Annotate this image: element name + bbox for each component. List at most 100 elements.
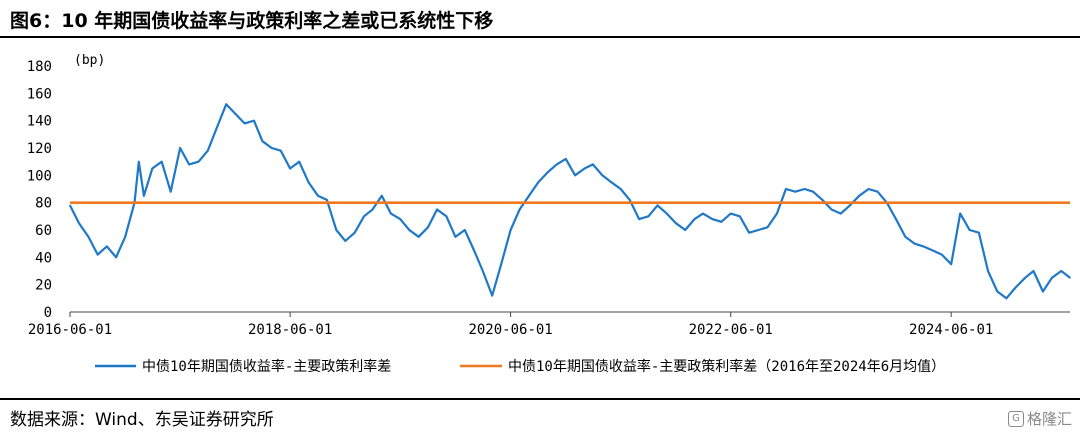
x-tick-label: 2016-06-01	[28, 322, 112, 338]
series-point-spread	[298, 160, 300, 163]
series-point-spread	[564, 158, 567, 160]
series-point-spread	[1060, 270, 1063, 272]
series-point-spread	[785, 188, 787, 190]
series-point-spread	[867, 188, 870, 190]
x-tick-label: 2018-06-01	[248, 322, 332, 338]
series-point-spread	[344, 240, 347, 242]
watermark-logo-icon: G	[1007, 410, 1024, 427]
top-rule	[0, 36, 1080, 38]
series-point-spread	[78, 222, 80, 224]
series-point-spread	[1014, 286, 1017, 289]
series-point-spread	[279, 149, 282, 152]
series-point-spread	[950, 263, 952, 265]
series-point-spread	[904, 236, 907, 238]
series-point-spread	[757, 229, 760, 231]
watermark: G 格隆汇	[1007, 408, 1072, 429]
series-point-spread	[794, 190, 797, 193]
series-point-spread	[996, 290, 999, 293]
series-point-spread	[555, 163, 558, 166]
series-point-spread	[592, 163, 594, 166]
legend: 中债10年期国债收益率-主要政策利率差 中债10年期国债收益率-主要政策利率差（2…	[95, 358, 945, 375]
series-point-spread	[225, 103, 228, 106]
series-point-spread	[830, 208, 833, 211]
series-point-spread	[702, 212, 704, 215]
series-point-spread	[821, 199, 824, 201]
y-tick-label: 80	[35, 196, 52, 212]
legend-label-mean: 中债10年期国债收益率-主要政策利率差（2016年至2024年6月均值）	[508, 358, 945, 375]
series-point-spread	[207, 149, 209, 152]
series-point-spread	[693, 218, 696, 220]
series-point-spread	[317, 195, 319, 197]
series-point-spread	[179, 147, 181, 149]
series-point-spread	[766, 226, 769, 229]
series-point-spread	[601, 174, 604, 177]
series-point-spread	[381, 195, 383, 197]
x-tick-label: 2022-06-01	[689, 322, 773, 338]
series-point-spread	[417, 236, 420, 238]
series-point-spread	[408, 229, 411, 231]
series-point-spread	[1024, 277, 1026, 279]
series-point-spread	[363, 215, 365, 218]
series-point-spread	[675, 222, 677, 224]
series-point-spread	[922, 245, 925, 248]
series-point-spread	[482, 270, 484, 272]
series-point-spread	[776, 212, 778, 215]
series-point-spread	[115, 256, 117, 259]
y-tick-label: 40	[35, 250, 52, 266]
series-point-spread	[390, 212, 392, 215]
series-point-spread	[638, 218, 640, 220]
series-point-spread	[720, 221, 723, 223]
series-point-spread	[253, 119, 255, 122]
series-point-spread	[537, 181, 540, 183]
series-point-spread	[307, 181, 310, 183]
series-point-spread	[619, 188, 622, 190]
x-tick-label: 2024-06-01	[909, 322, 993, 338]
y-tick-label: 120	[27, 141, 52, 157]
series-point-spread	[666, 212, 668, 215]
legend-label-spread: 中债10年期国债收益率-主要政策利率差	[142, 358, 391, 375]
series-point-spread	[583, 167, 586, 170]
series-point-spread	[931, 249, 934, 252]
series-point-spread	[491, 294, 493, 297]
series-point-spread	[261, 140, 264, 142]
series-point-spread	[1069, 277, 1071, 279]
series-point-spread	[1051, 277, 1053, 279]
series-point-spread	[216, 126, 218, 129]
y-tick-label: 100	[27, 168, 52, 184]
series-point-spread	[371, 208, 374, 211]
series-point-spread	[436, 208, 438, 211]
series-point-spread	[188, 163, 190, 166]
series-point-spread	[968, 229, 971, 231]
series-point-spread	[647, 215, 650, 218]
series-point-spread	[849, 204, 851, 207]
series-point-spread	[427, 226, 429, 229]
series-point-spread	[169, 190, 172, 193]
x-tick-label: 2020-06-01	[468, 322, 552, 338]
y-tick-label: 180	[27, 59, 52, 75]
series-point-spread	[574, 174, 576, 177]
series-point-spread	[959, 212, 962, 215]
series-point-spread	[105, 245, 108, 248]
series-point-spread	[69, 204, 71, 207]
series-point-spread	[1032, 270, 1035, 272]
series-point-spread	[803, 188, 806, 190]
series-point-spread	[913, 242, 916, 245]
series-point-spread	[270, 147, 273, 149]
y-tick-label: 20	[35, 278, 52, 294]
x-axis: 2016-06-01 2018-06-01 2020-06-01 2022-06-01…	[28, 311, 1070, 338]
series-point-spread	[858, 195, 861, 197]
series-group	[69, 103, 1071, 300]
series-point-spread	[96, 253, 99, 256]
series-point-spread	[941, 253, 943, 256]
series-point-spread	[978, 231, 980, 234]
series-point-spread	[353, 231, 356, 234]
series-point-spread	[289, 167, 291, 170]
series-point-spread	[160, 160, 163, 163]
source-note: 数据来源：Wind、东吴证券研究所	[10, 410, 274, 430]
series-point-spread	[87, 236, 90, 238]
series-point-spread	[528, 195, 530, 197]
series-point-spread	[197, 160, 200, 163]
series-point-spread	[738, 215, 741, 218]
series-point-spread	[500, 263, 503, 265]
y-tick-label: 60	[35, 223, 52, 239]
